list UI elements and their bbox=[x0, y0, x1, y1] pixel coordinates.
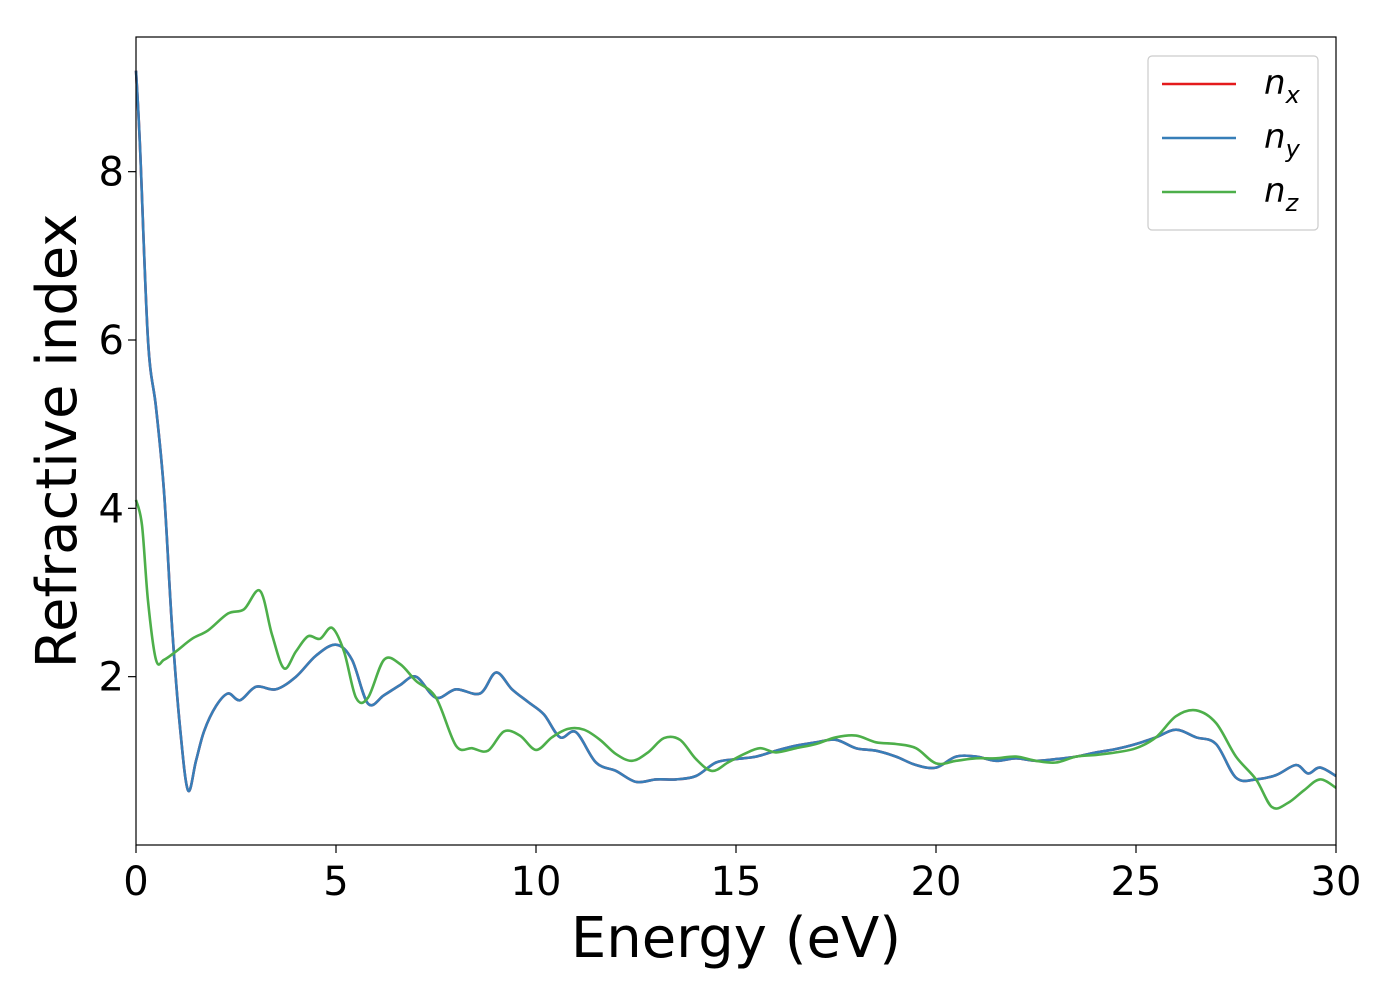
y-tick-label: 8 bbox=[99, 150, 124, 196]
legend-box bbox=[1147, 55, 1319, 231]
x-axis-ticks: 0 5 10 15 20 25 30 bbox=[123, 845, 1361, 905]
legend-label-y: ny bbox=[1264, 117, 1301, 163]
series-layer bbox=[134, 70, 1337, 810]
series-line-y bbox=[134, 70, 1337, 793]
x-tick-label: 0 bbox=[123, 859, 148, 905]
x-tick-label: 25 bbox=[1111, 859, 1162, 905]
y-axis-ticks: 2 4 6 8 bbox=[99, 150, 136, 701]
series-line-z bbox=[134, 499, 1337, 810]
legend: nx ny nz bbox=[1147, 55, 1319, 231]
y-axis-title: Refractive index bbox=[25, 214, 90, 669]
legend-label-x: nx bbox=[1264, 63, 1301, 109]
x-tick-label: 20 bbox=[911, 859, 962, 905]
y-tick-label: 4 bbox=[99, 486, 124, 532]
x-tick-label: 30 bbox=[1311, 859, 1362, 905]
x-tick-label: 5 bbox=[323, 859, 348, 905]
x-tick-label: 10 bbox=[511, 859, 562, 905]
y-tick-label: 2 bbox=[99, 655, 124, 701]
legend-label-z: nz bbox=[1264, 171, 1300, 217]
x-axis-title: Energy (eV) bbox=[571, 906, 901, 971]
x-tick-label: 15 bbox=[711, 859, 762, 905]
y-tick-label: 6 bbox=[99, 318, 124, 364]
